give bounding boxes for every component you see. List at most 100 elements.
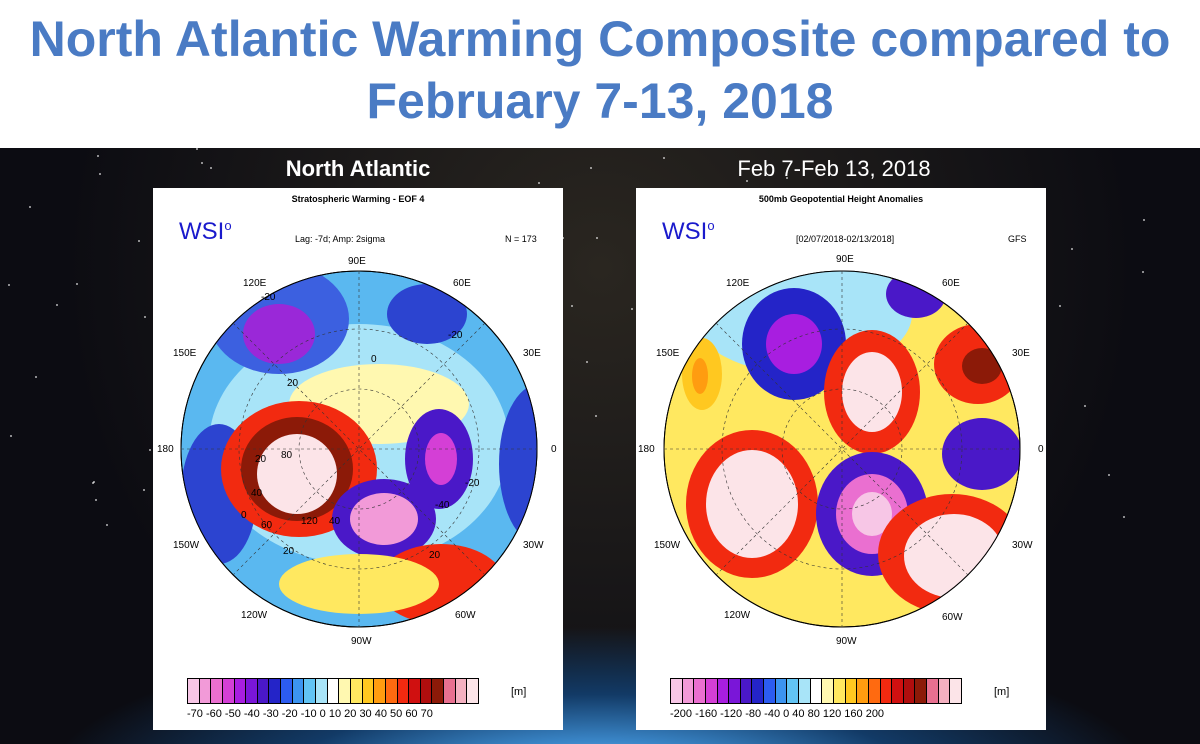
star [1071,248,1073,250]
right-map-title: 500mb Geopotential Height Anomalies [758,194,924,204]
colorbar-swatch [764,679,776,703]
star [95,499,97,501]
left-contour-label: -40 [435,500,450,511]
colorbar-swatch [938,679,951,703]
star [562,237,564,239]
colorbar-swatch [822,679,834,703]
right-lon-60e: 60E [942,278,960,289]
colorbar-swatch [729,679,741,703]
star [143,489,145,491]
star [1123,516,1125,518]
star [631,308,633,310]
colorbar-swatch [281,679,293,703]
right-lon-120w: 120W [724,610,751,621]
left-lon-150e: 150E [173,348,197,359]
colorbar-swatch [420,679,433,703]
star [595,415,597,417]
colorbar-swatch [304,679,317,703]
left-contour-label: 40 [329,516,341,527]
star [571,305,573,307]
star [10,435,12,437]
left-colorbar-labels: -70 -60 -50 -40 -30 -20 -10 0 10 20 30 4… [187,708,433,720]
right-colorbar [670,678,962,704]
colorbar-swatch [444,679,456,703]
left-contour-label: 40 [251,488,263,499]
title-line-2: February 7-13, 2018 [366,73,834,129]
star [538,182,540,184]
colorbar-swatch [671,679,683,703]
right-lon-150e: 150E [656,348,680,359]
left-count: N = 173 [505,234,537,244]
star [746,180,748,182]
star [596,237,598,239]
left-lon-60w: 60W [455,610,476,621]
colorbar-swatch [799,679,811,703]
colorbar-swatch [246,679,258,703]
left-map-panel: Stratospheric Warming - EOF 4 WSIo Lag: … [153,188,563,730]
right-lon-90e: 90E [836,254,854,265]
left-contour-label: 120 [301,516,318,527]
star [149,449,151,451]
left-wsi-logo: WSIo [179,218,232,245]
star [92,482,94,484]
left-lon-120w: 120W [241,610,268,621]
colorbar-swatch [903,679,916,703]
star [8,284,10,286]
colorbar-swatch [915,679,928,703]
star [1142,271,1144,273]
left-contour-label: 0 [371,354,377,365]
left-lon-90e: 90E [348,256,366,267]
left-panel-header: North Atlantic [285,156,431,181]
right-panel-header: Feb 7-Feb 13, 2018 [737,156,931,181]
star [99,173,101,175]
title-line-1: North Atlantic Warming Composite compare… [29,11,1171,67]
colorbar-swatch [857,679,869,703]
star [106,524,108,526]
left-contour-label: -20 [465,478,480,489]
right-unit: [m] [994,686,1010,698]
colorbar-swatch [694,679,706,703]
colorbar-swatch [409,679,421,703]
left-lon-30w: 30W [523,540,544,551]
left-params: Lag: -7d; Amp: 2sigma [295,234,386,244]
star [138,240,140,242]
left-lon-150w: 150W [173,540,200,551]
colorbar-swatch [362,679,375,703]
colorbar-swatch [845,679,858,703]
colorbar-swatch [880,679,893,703]
colorbar-swatch [269,679,282,703]
right-colorbar-labels: -200 -160 -120 -80 -40 0 40 80 120 160 2… [670,708,885,720]
star [93,481,95,483]
colorbar-swatch [455,679,468,703]
star [1108,474,1110,476]
left-lon-0: 0 [551,444,557,455]
star [663,157,665,159]
left-lon-90w: 90W [351,636,372,647]
star [590,167,592,169]
star [144,316,146,318]
page-title: North Atlantic Warming Composite compare… [0,0,1200,148]
colorbar-swatch [188,679,200,703]
right-wsi-logo: WSIo [662,218,715,245]
left-colorbar [187,678,479,704]
colorbar-swatch [717,679,730,703]
right-dates: [02/07/2018-02/13/2018] [796,234,895,244]
left-map-title: Stratospheric Warming - EOF 4 [291,194,425,204]
colorbar-swatch [397,679,410,703]
colorbar-swatch [868,679,881,703]
colorbar-swatch [833,679,846,703]
colorbar-swatch [374,679,386,703]
colorbar-swatch [339,679,351,703]
left-unit: [m] [511,686,527,698]
star [210,167,212,169]
colorbar-swatch [705,679,718,703]
left-lon-180: 180 [157,444,174,455]
colorbar-swatch [775,679,788,703]
colorbar-swatch [257,679,270,703]
right-polar-map [663,270,1021,628]
star [1059,305,1061,307]
colorbar-swatch [350,679,363,703]
right-lon-90w: 90W [836,636,857,647]
right-lon-120e: 120E [726,278,750,289]
star [201,162,203,164]
